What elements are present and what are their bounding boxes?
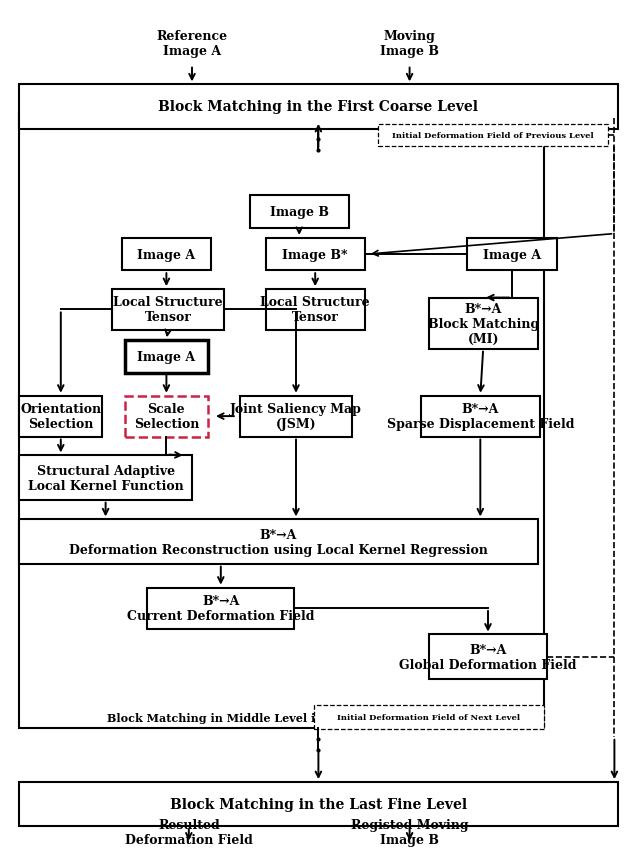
Bar	[266, 290, 365, 331]
Text: Initial Deformation Field of Previous Level: Initial Deformation Field of Previous Le…	[392, 132, 594, 140]
Text: Image A: Image A	[483, 248, 541, 262]
Text: Image B: Image B	[269, 205, 329, 219]
Bar	[19, 85, 618, 130]
Bar	[112, 290, 224, 331]
Bar	[19, 782, 618, 826]
Bar	[147, 588, 294, 629]
Bar	[429, 298, 538, 349]
Text: Joint Saliency Map
(JSM): Joint Saliency Map (JSM)	[230, 403, 362, 430]
Text: Registed Moving
Image B: Registed Moving Image B	[351, 818, 468, 846]
Bar	[421, 396, 540, 437]
Text: Image A: Image A	[138, 350, 195, 364]
Text: Local Structure
Tensor: Local Structure Tensor	[113, 296, 223, 324]
Text: Block Matching in the Last Fine Level: Block Matching in the Last Fine Level	[170, 797, 467, 811]
Text: B*→A
Block Matching
(MI): B*→A Block Matching (MI)	[428, 302, 539, 345]
Bar	[19, 396, 102, 437]
Text: Resulted
Deformation Field: Resulted Deformation Field	[125, 818, 253, 846]
Bar	[19, 456, 192, 500]
Bar	[240, 396, 352, 437]
Bar	[378, 125, 608, 147]
Text: B*→A
Global Deformation Field: B*→A Global Deformation Field	[399, 643, 577, 671]
Text: Orientation
Selection: Orientation Selection	[20, 403, 101, 430]
Bar	[314, 705, 544, 729]
Text: Block Matching in the First Coarse Level: Block Matching in the First Coarse Level	[159, 101, 479, 114]
Text: Local Structure
Tensor: Local Structure Tensor	[260, 296, 370, 324]
Text: Structural Adaptive
Local Kernel Function: Structural Adaptive Local Kernel Functio…	[28, 464, 184, 492]
Bar	[467, 239, 557, 271]
Text: Scale
Selection: Scale Selection	[134, 403, 199, 430]
Text: Initial Deformation Field of Next Level: Initial Deformation Field of Next Level	[337, 713, 520, 722]
Bar	[250, 196, 349, 228]
Bar	[266, 239, 365, 271]
Text: B*→A
Current Deformation Field: B*→A Current Deformation Field	[127, 595, 314, 622]
Bar	[125, 341, 208, 373]
Text: B*→A
Deformation Reconstruction using Local Kernel Regression: B*→A Deformation Reconstruction using Lo…	[69, 528, 488, 556]
Text: Block Matching in Middle Level i: Block Matching in Middle Level i	[107, 712, 316, 722]
Text: Reference
Image A: Reference Image A	[156, 30, 228, 58]
Bar	[19, 520, 538, 564]
Text: Moving
Image B: Moving Image B	[380, 30, 439, 58]
Bar	[125, 396, 208, 437]
Text: B*→A
Sparse Displacement Field: B*→A Sparse Displacement Field	[387, 403, 574, 430]
Bar	[429, 635, 547, 679]
Text: Image A: Image A	[138, 248, 195, 262]
Text: Image B*: Image B*	[282, 248, 348, 262]
Bar	[122, 239, 211, 271]
Bar	[19, 115, 544, 728]
